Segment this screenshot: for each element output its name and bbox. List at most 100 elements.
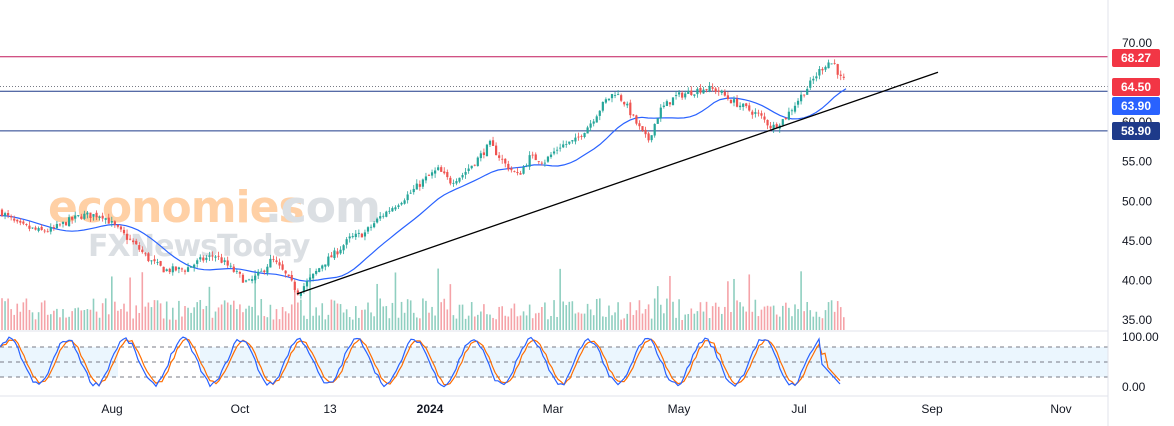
- volume-bar: [208, 286, 211, 330]
- volume-bar: [245, 308, 247, 330]
- volume-bar: [165, 301, 168, 330]
- candle-body: [406, 194, 409, 201]
- candle-body: [211, 255, 214, 257]
- volume-bar: [95, 311, 98, 330]
- trendline[interactable]: [296, 71, 939, 295]
- candle-body: [135, 240, 138, 245]
- candle-body: [77, 215, 80, 217]
- volume-bar: [324, 319, 327, 330]
- candle-body: [318, 268, 321, 273]
- candle-body: [0, 209, 4, 216]
- candle-body: [22, 221, 25, 224]
- volume-bar: [614, 312, 616, 330]
- volume-bar: [647, 304, 650, 330]
- candle-body: [104, 218, 107, 220]
- volume-bar: [333, 300, 336, 330]
- volume-bar: [367, 302, 369, 330]
- candle-body: [772, 124, 775, 130]
- candle-body: [7, 213, 10, 216]
- volume-bar: [434, 315, 436, 330]
- volume-bar: [806, 301, 808, 330]
- candle-body: [327, 256, 330, 266]
- candle-body: [409, 192, 412, 194]
- volume-bar: [92, 298, 95, 330]
- candle-body: [729, 99, 733, 104]
- volume-bar: [159, 303, 162, 330]
- candle-body: [574, 137, 577, 142]
- volume-bar: [528, 304, 531, 330]
- candle-body: [790, 110, 794, 112]
- candle-body: [293, 281, 296, 290]
- candle-body: [305, 281, 309, 287]
- candle-body: [19, 220, 22, 223]
- volume-bar: [175, 319, 177, 330]
- candle-body: [385, 211, 388, 217]
- volume-bar: [339, 304, 342, 330]
- volume-bar: [330, 299, 333, 330]
- candle-body: [183, 270, 187, 272]
- volume-bar: [419, 318, 421, 330]
- candle-body: [71, 216, 74, 220]
- volume-bar: [803, 311, 805, 330]
- volume-bar: [327, 314, 330, 330]
- candle-body: [357, 232, 360, 234]
- candle-body: [244, 280, 248, 282]
- volume-bar: [25, 298, 28, 330]
- candle-body: [720, 90, 723, 93]
- candle-body: [186, 267, 190, 272]
- volume-bar: [699, 302, 702, 330]
- volume-bar: [220, 304, 223, 330]
- price-tick-label: 45.00: [1122, 234, 1152, 248]
- candle-body: [623, 102, 626, 105]
- volume-bar: [705, 301, 708, 330]
- candle-body: [485, 144, 489, 157]
- time-axis[interactable]: Aug Oct 13 2024 Mar May Jul Sep Nov: [101, 402, 1071, 416]
- volume-bar: [452, 315, 455, 330]
- volume-bar: [409, 300, 412, 330]
- volume-bar: [653, 298, 656, 330]
- candle-body: [125, 233, 129, 240]
- volume-bar: [168, 319, 171, 330]
- candle-body: [55, 224, 58, 229]
- candle-body: [427, 175, 431, 177]
- volume-bar: [287, 313, 290, 330]
- candle-body: [748, 105, 751, 111]
- volume-bar: [788, 307, 790, 330]
- oscillator-axis[interactable]: 100.00 0.00: [1122, 330, 1159, 394]
- volume-bar: [568, 301, 571, 330]
- price-badge: [1112, 122, 1160, 140]
- candle-body: [620, 95, 623, 101]
- candle-body: [577, 136, 580, 138]
- candle-body: [735, 98, 739, 107]
- candle-body: [717, 90, 720, 92]
- candle-body: [391, 208, 394, 212]
- candle-body: [546, 156, 550, 162]
- volume-bar: [443, 298, 446, 330]
- volume-bar: [184, 306, 186, 330]
- candle-body: [110, 221, 113, 223]
- volume-bar: [248, 305, 250, 330]
- candle-body: [281, 264, 284, 270]
- candle-body: [443, 171, 446, 174]
- candle-body: [522, 166, 525, 174]
- volume-bar: [797, 309, 799, 330]
- candle-body: [641, 126, 644, 131]
- watermark-sub: NewsToday: [130, 229, 311, 264]
- candle-body: [818, 69, 821, 76]
- volume-bar: [580, 313, 583, 330]
- watermark-brand: economies: [48, 182, 304, 233]
- candle-body: [241, 274, 245, 283]
- volume-bar: [150, 307, 153, 330]
- candle-body: [708, 85, 711, 92]
- price-badge-value: 63.90: [1121, 99, 1151, 113]
- candle-body: [488, 140, 492, 145]
- volume-bar: [760, 309, 763, 330]
- volume-bar: [269, 304, 272, 330]
- volume-bar: [446, 309, 449, 330]
- volume-bar: [516, 316, 519, 330]
- candle-body: [543, 162, 546, 164]
- volume-bar: [605, 316, 607, 330]
- candle-body: [13, 218, 16, 221]
- candle-body: [254, 275, 257, 281]
